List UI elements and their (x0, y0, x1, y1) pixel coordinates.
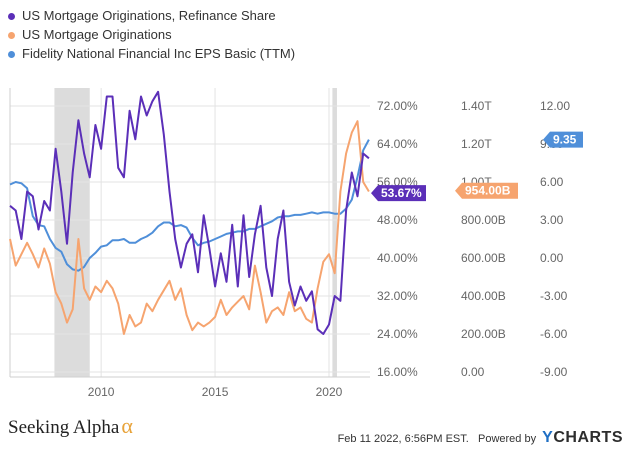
series-line-eps (9, 139, 370, 272)
series-line-refi (9, 90, 370, 335)
legend-item-refinance-share[interactable]: US Mortgage Originations, Refinance Shar… (6, 6, 295, 25)
seeking-alpha-wordmark: Seeking Alpha (8, 417, 120, 438)
end-label-flag-orig (455, 182, 518, 199)
y-tick-label-refi-6: 24.00% (377, 327, 418, 341)
y-tick-label-eps-7: -9.00 (540, 365, 568, 379)
recession-band-1 (332, 88, 337, 377)
y-tick-label-orig-3: 800.00B (461, 213, 506, 227)
legend: US Mortgage Originations, Refinance Shar… (6, 6, 295, 63)
legend-label-mortgage-originations: US Mortgage Originations (22, 27, 172, 42)
y-tick-label-eps-5: -3.00 (540, 289, 568, 303)
ycharts-logo-rest: CHARTS (553, 429, 623, 446)
series-line-orig (9, 120, 370, 335)
y-tick-label-refi-3: 48.00% (377, 213, 418, 227)
legend-label-fnf-eps: Fidelity National Financial Inc EPS Basi… (22, 46, 296, 61)
end-label-flag-eps (543, 131, 583, 148)
timestamp: Feb 11 2022, 6:56PM EST. (337, 433, 469, 445)
ycharts-logo[interactable]: YCHARTS (542, 429, 623, 446)
y-tick-label-orig-5: 400.00B (461, 289, 506, 303)
legend-item-mortgage-originations[interactable]: US Mortgage Originations (6, 25, 295, 44)
legend-label-refinance-share: US Mortgage Originations, Refinance Shar… (22, 8, 276, 23)
y-tick-label-orig-4: 600.00B (461, 251, 506, 265)
end-label-text-eps: 9.35 (553, 133, 577, 147)
end-label-flag-refi (371, 185, 426, 202)
end-label-text-refi: 53.67% (381, 186, 422, 200)
y-tick-label-refi-4: 40.00% (377, 251, 418, 265)
y-tick-label-refi-5: 32.00% (377, 289, 418, 303)
ycharts-logo-y: Y (542, 429, 554, 446)
legend-dot-fnf-eps (8, 50, 15, 58)
end-label-text-orig: 954.00B (465, 184, 511, 198)
seeking-alpha-logo: Seeking Alphaα (8, 413, 133, 439)
legend-dot-mortgage-originations (8, 31, 15, 39)
x-tick-label-2020: 2020 (316, 385, 343, 399)
footer-credits: Feb 11 2022, 6:56PM EST. Powered by YCHA… (338, 429, 623, 447)
y-tick-label-orig-7: 0.00 (461, 365, 485, 379)
x-tick-label-2010: 2010 (88, 385, 115, 399)
y-tick-label-eps-6: -6.00 (540, 327, 568, 341)
recession-band-0 (54, 88, 90, 377)
y-tick-label-refi-0: 72.00% (377, 99, 418, 113)
y-tick-label-orig-1: 1.20T (461, 137, 492, 151)
y-tick-label-orig-6: 200.00B (461, 327, 506, 341)
alpha-symbol: α (121, 413, 133, 438)
y-tick-label-eps-2: 6.00 (540, 175, 564, 189)
y-tick-label-eps-3: 3.00 (540, 213, 564, 227)
y-tick-label-eps-0: 12.00 (540, 99, 570, 113)
y-tick-label-refi-7: 16.00% (377, 365, 418, 379)
powered-by-text: Powered by (478, 433, 537, 445)
x-tick-label-2015: 2015 (202, 385, 229, 399)
legend-item-fnf-eps[interactable]: Fidelity National Financial Inc EPS Basi… (6, 44, 295, 63)
legend-dot-refinance-share (8, 12, 15, 20)
y-tick-label-eps-4: 0.00 (540, 251, 564, 265)
y-tick-label-refi-1: 64.00% (377, 137, 418, 151)
y-tick-label-orig-0: 1.40T (461, 99, 492, 113)
